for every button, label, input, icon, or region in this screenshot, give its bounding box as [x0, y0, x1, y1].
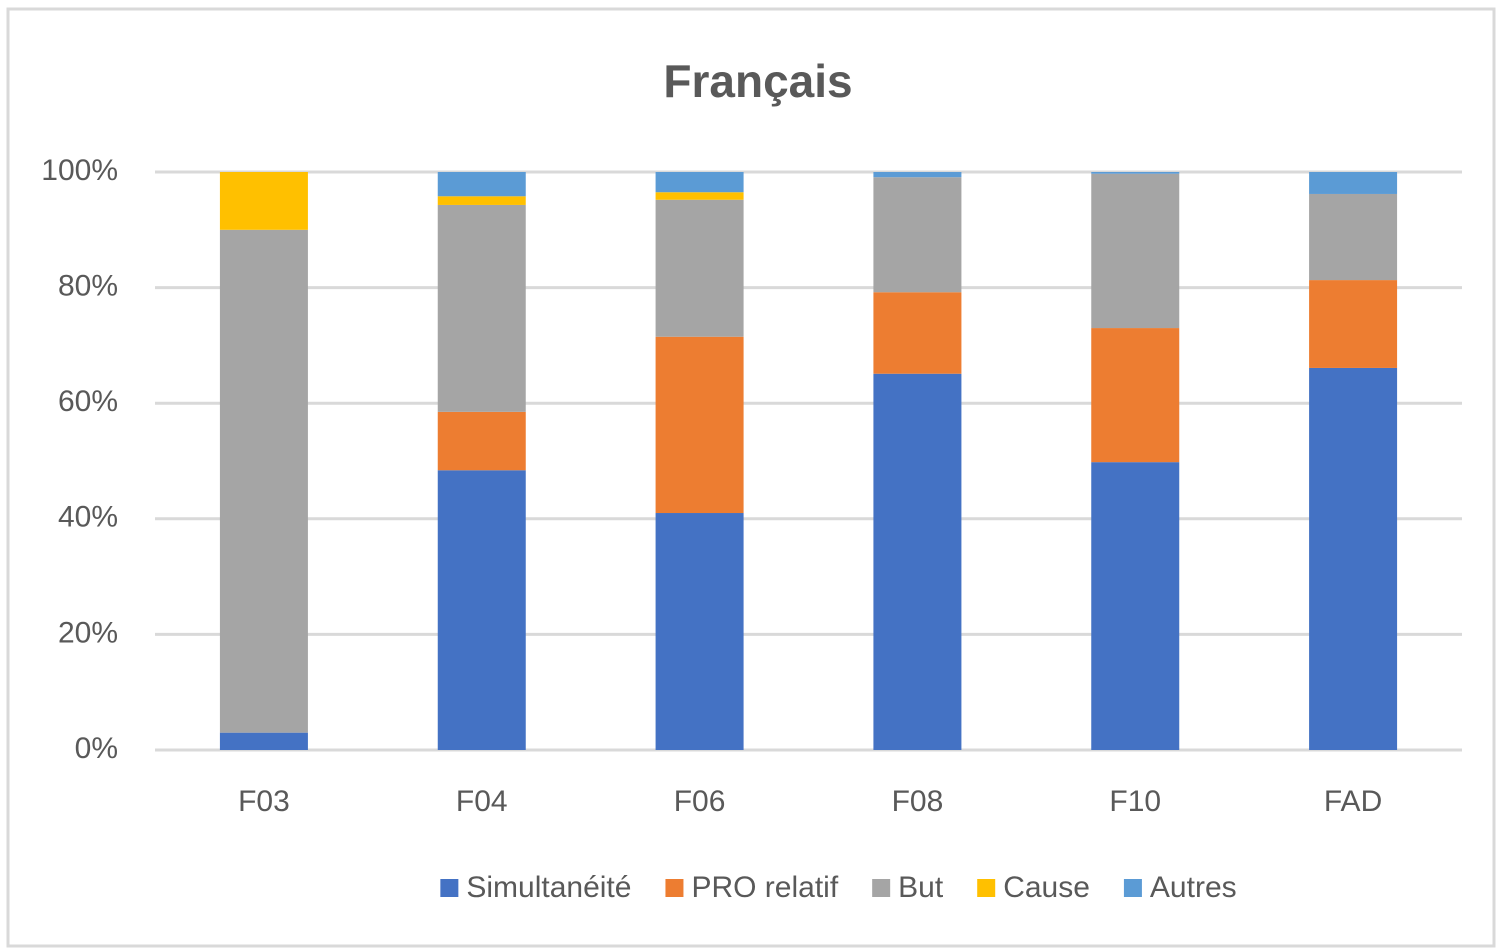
y-tick-label: 80%: [58, 270, 118, 303]
x-tick-label: F04: [456, 785, 508, 818]
bar-segment: [1309, 367, 1398, 750]
y-tick-label: 20%: [58, 616, 118, 649]
chart-title: Français: [663, 55, 852, 107]
bar-segment: [873, 373, 962, 750]
bar-segment: [437, 172, 526, 197]
bar-segment: [655, 513, 744, 750]
bar-segment: [1091, 328, 1180, 463]
bar-segment: [1309, 172, 1398, 194]
bar-segment: [655, 336, 744, 514]
legend-label: Simultanéité: [466, 871, 631, 904]
x-tick-label: F08: [892, 785, 944, 818]
bar-segment: [655, 199, 744, 337]
legend-swatch: [872, 879, 891, 897]
bar-segment: [437, 411, 526, 471]
bar-segment: [655, 192, 744, 200]
bar-segment: [437, 470, 526, 750]
legend-label: PRO relatif: [691, 871, 838, 904]
bar-segment: [873, 172, 962, 178]
legend-swatch: [665, 879, 684, 897]
bar-segment: [873, 292, 962, 374]
bar-segment: [1309, 280, 1398, 368]
bar-segment: [1309, 193, 1398, 281]
legend-label: Cause: [1003, 871, 1090, 904]
bar-segment: [219, 172, 308, 230]
legend-swatch: [440, 879, 459, 897]
x-tick-label: FAD: [1324, 785, 1382, 818]
legend-swatch: [1123, 879, 1142, 897]
bar-segment: [1091, 173, 1180, 329]
bar-segment: [219, 732, 308, 750]
y-tick-label: 100%: [41, 154, 118, 187]
legend-swatch: [977, 879, 996, 897]
y-tick-label: 60%: [58, 385, 118, 418]
bar-segment: [437, 204, 526, 412]
legend-label: But: [898, 871, 944, 904]
x-tick-label: F03: [238, 785, 290, 818]
bar-segment: [437, 196, 526, 205]
bar-segment: [655, 172, 744, 193]
x-tick-label: F10: [1109, 785, 1161, 818]
bar-segment: [873, 177, 962, 293]
legend-label: Autres: [1150, 871, 1237, 904]
y-tick-label: 0%: [75, 732, 118, 765]
bar-segment: [1091, 172, 1180, 174]
bar-segment: [1091, 462, 1180, 750]
bar-segment: [219, 229, 308, 733]
y-tick-label: 40%: [58, 501, 118, 534]
x-tick-label: F06: [674, 785, 726, 818]
